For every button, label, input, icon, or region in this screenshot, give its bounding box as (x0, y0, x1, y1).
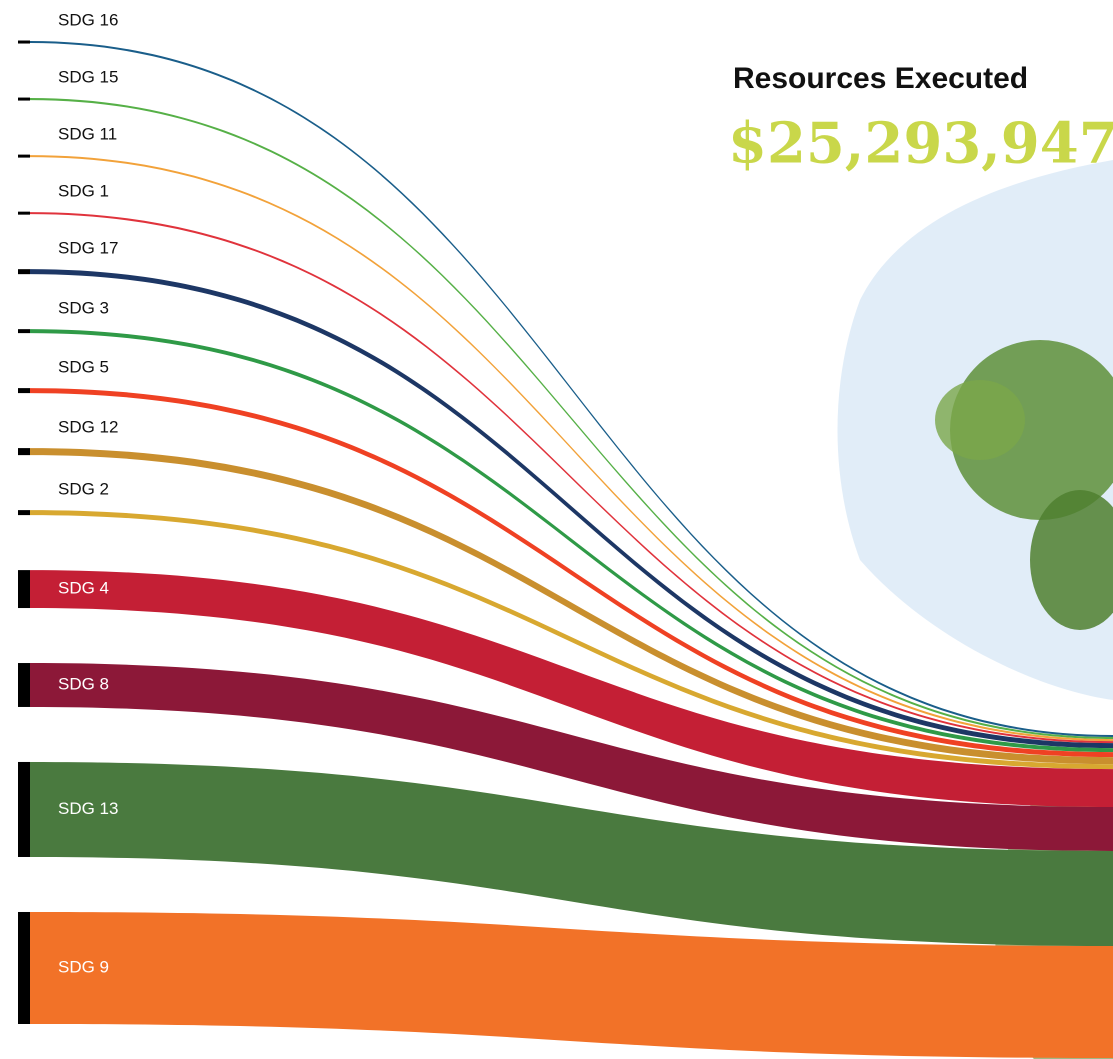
node-bar (18, 663, 30, 707)
flow (30, 388, 1113, 758)
flow (30, 663, 1113, 851)
flow (30, 98, 1113, 740)
node-bar (18, 211, 30, 215)
node-label: SDG 16 (58, 10, 118, 29)
node-bar (18, 97, 30, 101)
flow (30, 269, 1113, 749)
title: Resources Executed (733, 62, 1028, 95)
flow (30, 212, 1113, 744)
background-image (837, 160, 1113, 1059)
node-label: SDG 8 (58, 674, 109, 693)
flow (30, 155, 1113, 742)
flow (30, 911, 1113, 1058)
flow (30, 41, 1113, 738)
node-bar (18, 269, 30, 275)
flow (30, 329, 1113, 753)
node-label: SDG 1 (58, 182, 109, 201)
flow (30, 448, 1113, 765)
node-label: SDG 5 (58, 358, 109, 377)
node-label: SDG 12 (58, 418, 118, 437)
flow (30, 761, 1113, 946)
flow (30, 570, 1113, 808)
node-bar (18, 154, 30, 158)
node-bar (18, 911, 30, 1024)
node-bar (18, 388, 30, 394)
node-label: SDG 13 (58, 799, 118, 818)
node-bar (18, 570, 30, 609)
node-label: SDG 17 (58, 239, 118, 258)
node-bar (18, 329, 30, 334)
node-label: SDG 11 (58, 125, 117, 144)
node-bar (18, 510, 30, 516)
node-bar (18, 448, 30, 456)
node-bar (18, 761, 30, 857)
total-amount: $25,293,947 (728, 111, 1113, 177)
node-bar (18, 40, 30, 44)
node-label: SDG 9 (58, 957, 109, 976)
node-label: SDG 4 (58, 579, 109, 598)
node-label: SDG 15 (58, 68, 118, 87)
node-label: SDG 3 (58, 299, 109, 318)
node-label: SDG 2 (58, 480, 109, 499)
flow (30, 510, 1113, 770)
